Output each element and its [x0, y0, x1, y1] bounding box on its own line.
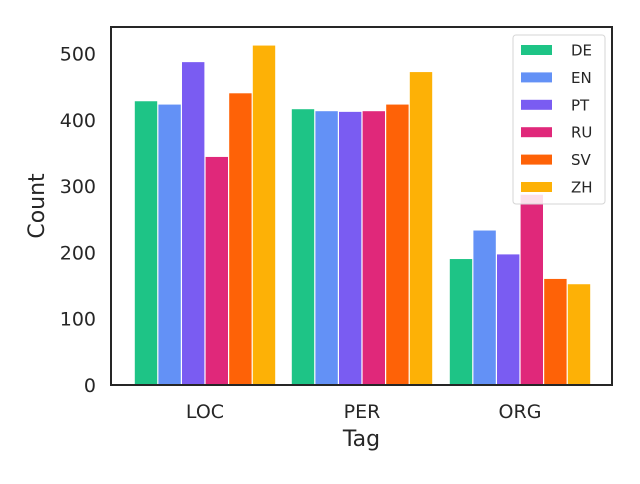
bar-sv-org: [544, 279, 566, 385]
y-tick-label: 200: [60, 242, 96, 264]
y-tick-label: 400: [60, 110, 96, 132]
x-tick-label: PER: [344, 401, 381, 423]
bar-pt-per: [339, 112, 361, 385]
legend-label-de: DE: [571, 42, 592, 60]
bar-zh-per: [410, 72, 432, 385]
legend-swatch-ru: [521, 127, 552, 137]
bar-en-org: [473, 231, 495, 385]
bar-ru-org: [521, 195, 543, 385]
bar-ru-per: [363, 111, 385, 385]
x-tick-label: LOC: [186, 401, 224, 423]
legend-swatch-sv: [521, 155, 552, 165]
legend-swatch-zh: [521, 182, 552, 192]
chart: 0 100 200 300 400 500 LOC PER ORG Tag Count DE E…: [0, 0, 640, 480]
x-tick-label: ORG: [499, 401, 542, 423]
x-axis: LOC PER ORG: [186, 401, 542, 423]
legend-label-sv: SV: [571, 151, 592, 169]
legend: DE EN PT RU SV ZH: [513, 35, 605, 204]
legend-swatch-en: [521, 72, 552, 82]
bar-pt-org: [497, 254, 519, 385]
bar-pt-loc: [182, 62, 204, 385]
x-axis-label: Tag: [342, 427, 380, 452]
bar-zh-loc: [253, 46, 275, 385]
y-axis-label: Count: [25, 173, 50, 239]
legend-label-ru: RU: [571, 124, 592, 142]
legend-label-pt: PT: [571, 96, 590, 114]
bar-sv-per: [386, 105, 408, 385]
bar-chart: 0 100 200 300 400 500 LOC PER ORG Tag Count DE E…: [0, 0, 640, 480]
legend-label-zh: ZH: [571, 179, 593, 197]
bar-zh-org: [568, 284, 590, 385]
y-tick-label: 500: [60, 44, 96, 66]
y-tick-label: 0: [84, 375, 96, 397]
legend-swatch-de: [521, 45, 552, 55]
y-axis: 0 100 200 300 400 500: [60, 44, 96, 398]
y-tick-label: 100: [60, 309, 96, 331]
bar-en-loc: [158, 105, 180, 385]
bar-de-loc: [135, 101, 157, 385]
legend-swatch-pt: [521, 100, 552, 110]
bar-de-org: [450, 259, 472, 385]
legend-label-en: EN: [571, 69, 592, 87]
bar-sv-loc: [229, 93, 251, 385]
y-tick-label: 300: [60, 176, 96, 198]
bar-en-per: [315, 111, 337, 385]
bar-ru-loc: [206, 157, 228, 385]
bar-de-per: [292, 109, 314, 385]
